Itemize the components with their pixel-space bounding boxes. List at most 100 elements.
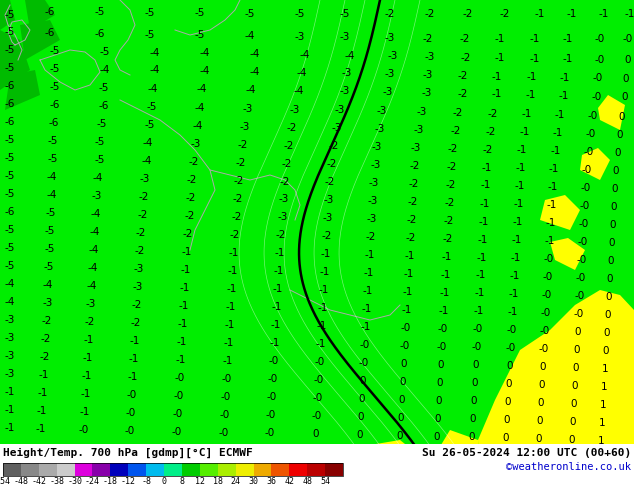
Text: -1: -1	[439, 306, 449, 316]
Text: -1: -1	[474, 306, 484, 316]
Text: -0: -0	[584, 147, 594, 157]
Text: -5: -5	[48, 136, 58, 146]
Text: -48: -48	[13, 477, 29, 486]
Polygon shape	[550, 238, 585, 270]
Text: -5: -5	[97, 119, 107, 129]
Text: 0: 0	[611, 202, 618, 212]
Bar	[307, 463, 325, 476]
Text: -4: -4	[47, 190, 57, 200]
Text: -3: -3	[5, 351, 15, 361]
Text: -4: -4	[100, 65, 110, 75]
Text: -5: -5	[195, 8, 205, 18]
Bar	[217, 463, 236, 476]
Text: Height/Temp. 700 hPa [gdmp][°C] ECMWF: Height/Temp. 700 hPa [gdmp][°C] ECMWF	[3, 448, 253, 458]
Text: -1: -1	[480, 199, 490, 209]
Bar	[110, 463, 128, 476]
Text: 0: 0	[538, 398, 544, 408]
Text: -0: -0	[438, 324, 448, 334]
Text: -3: -3	[240, 122, 250, 132]
Text: -3: -3	[340, 32, 350, 42]
Text: 0: 0	[605, 310, 611, 320]
Text: -2: -2	[500, 9, 510, 19]
Text: -0: -0	[578, 237, 588, 247]
Text: -5: -5	[5, 63, 15, 73]
Text: -4: -4	[142, 156, 152, 166]
Text: -1: -1	[526, 90, 536, 100]
Text: -2: -2	[408, 197, 418, 207]
Text: -1: -1	[535, 9, 545, 19]
Text: -0: -0	[575, 291, 585, 301]
Text: -1: -1	[177, 337, 187, 347]
Text: -2: -2	[463, 9, 473, 19]
Text: -1: -1	[512, 235, 522, 245]
Text: -1: -1	[275, 248, 285, 258]
Text: -5: -5	[99, 83, 109, 93]
Text: -3: -3	[375, 124, 385, 134]
Text: -0: -0	[221, 392, 231, 402]
Text: -0: -0	[222, 374, 232, 384]
Text: 0: 0	[434, 432, 440, 442]
Bar	[56, 463, 75, 476]
Text: -0: -0	[577, 255, 587, 265]
Text: 0: 0	[605, 292, 612, 302]
Text: -2: -2	[85, 317, 95, 327]
Text: 12: 12	[195, 477, 205, 486]
Text: 0: 0	[506, 379, 512, 389]
Text: -6: -6	[5, 99, 15, 109]
Text: -1: -1	[224, 338, 234, 348]
Text: -0: -0	[400, 341, 410, 351]
Text: -2: -2	[238, 140, 248, 150]
Text: -4: -4	[250, 67, 260, 77]
Text: -1: -1	[527, 72, 537, 82]
Text: 0: 0	[572, 381, 578, 391]
Text: -1: -1	[176, 355, 186, 365]
Text: 0: 0	[537, 416, 543, 426]
Text: -1: -1	[83, 353, 93, 363]
Text: -5: -5	[195, 30, 205, 40]
Text: -2: -2	[325, 177, 335, 187]
Text: -4: -4	[150, 65, 160, 75]
Text: -2: -2	[185, 211, 195, 221]
Text: -6: -6	[5, 81, 15, 91]
Text: -5: -5	[95, 155, 105, 165]
Text: -1: -1	[365, 250, 375, 260]
Text: -1: -1	[511, 253, 521, 263]
Text: -0: -0	[574, 309, 584, 319]
Text: -2: -2	[385, 9, 395, 19]
Text: -6: -6	[45, 28, 55, 38]
Text: -4: -4	[294, 86, 304, 96]
Text: -6: -6	[45, 7, 55, 17]
Text: -1: -1	[130, 336, 140, 346]
Text: -0: -0	[126, 408, 136, 418]
Text: 0: 0	[571, 399, 577, 409]
Text: -2: -2	[453, 108, 463, 118]
Text: -3: -3	[279, 194, 289, 204]
Text: -5: -5	[245, 9, 256, 19]
Text: -1: -1	[227, 284, 237, 294]
Text: -3: -3	[5, 333, 15, 343]
Text: -2: -2	[189, 157, 199, 167]
Text: -1: -1	[39, 370, 49, 380]
Text: -1: -1	[441, 270, 451, 280]
Text: -4: -4	[200, 48, 210, 58]
Text: -3: -3	[5, 369, 15, 379]
Text: -1: -1	[181, 265, 191, 275]
Text: -0: -0	[595, 34, 605, 44]
Text: -42: -42	[31, 477, 46, 486]
Text: 0: 0	[619, 112, 625, 122]
Text: 0: 0	[569, 435, 575, 445]
Text: -1: -1	[402, 305, 412, 315]
Text: -1: -1	[475, 288, 485, 298]
Text: -5: -5	[145, 8, 155, 18]
Text: -1: -1	[128, 372, 138, 382]
Text: 0: 0	[612, 166, 619, 176]
Text: -4: -4	[250, 49, 260, 59]
Text: -3: -3	[377, 106, 387, 116]
Text: -4: -4	[90, 227, 100, 237]
Text: -1: -1	[179, 301, 189, 311]
Text: -0: -0	[542, 290, 552, 300]
Text: -3: -3	[323, 213, 333, 223]
Bar	[164, 463, 182, 476]
Text: -6: -6	[5, 117, 15, 127]
Text: -0: -0	[586, 129, 596, 139]
